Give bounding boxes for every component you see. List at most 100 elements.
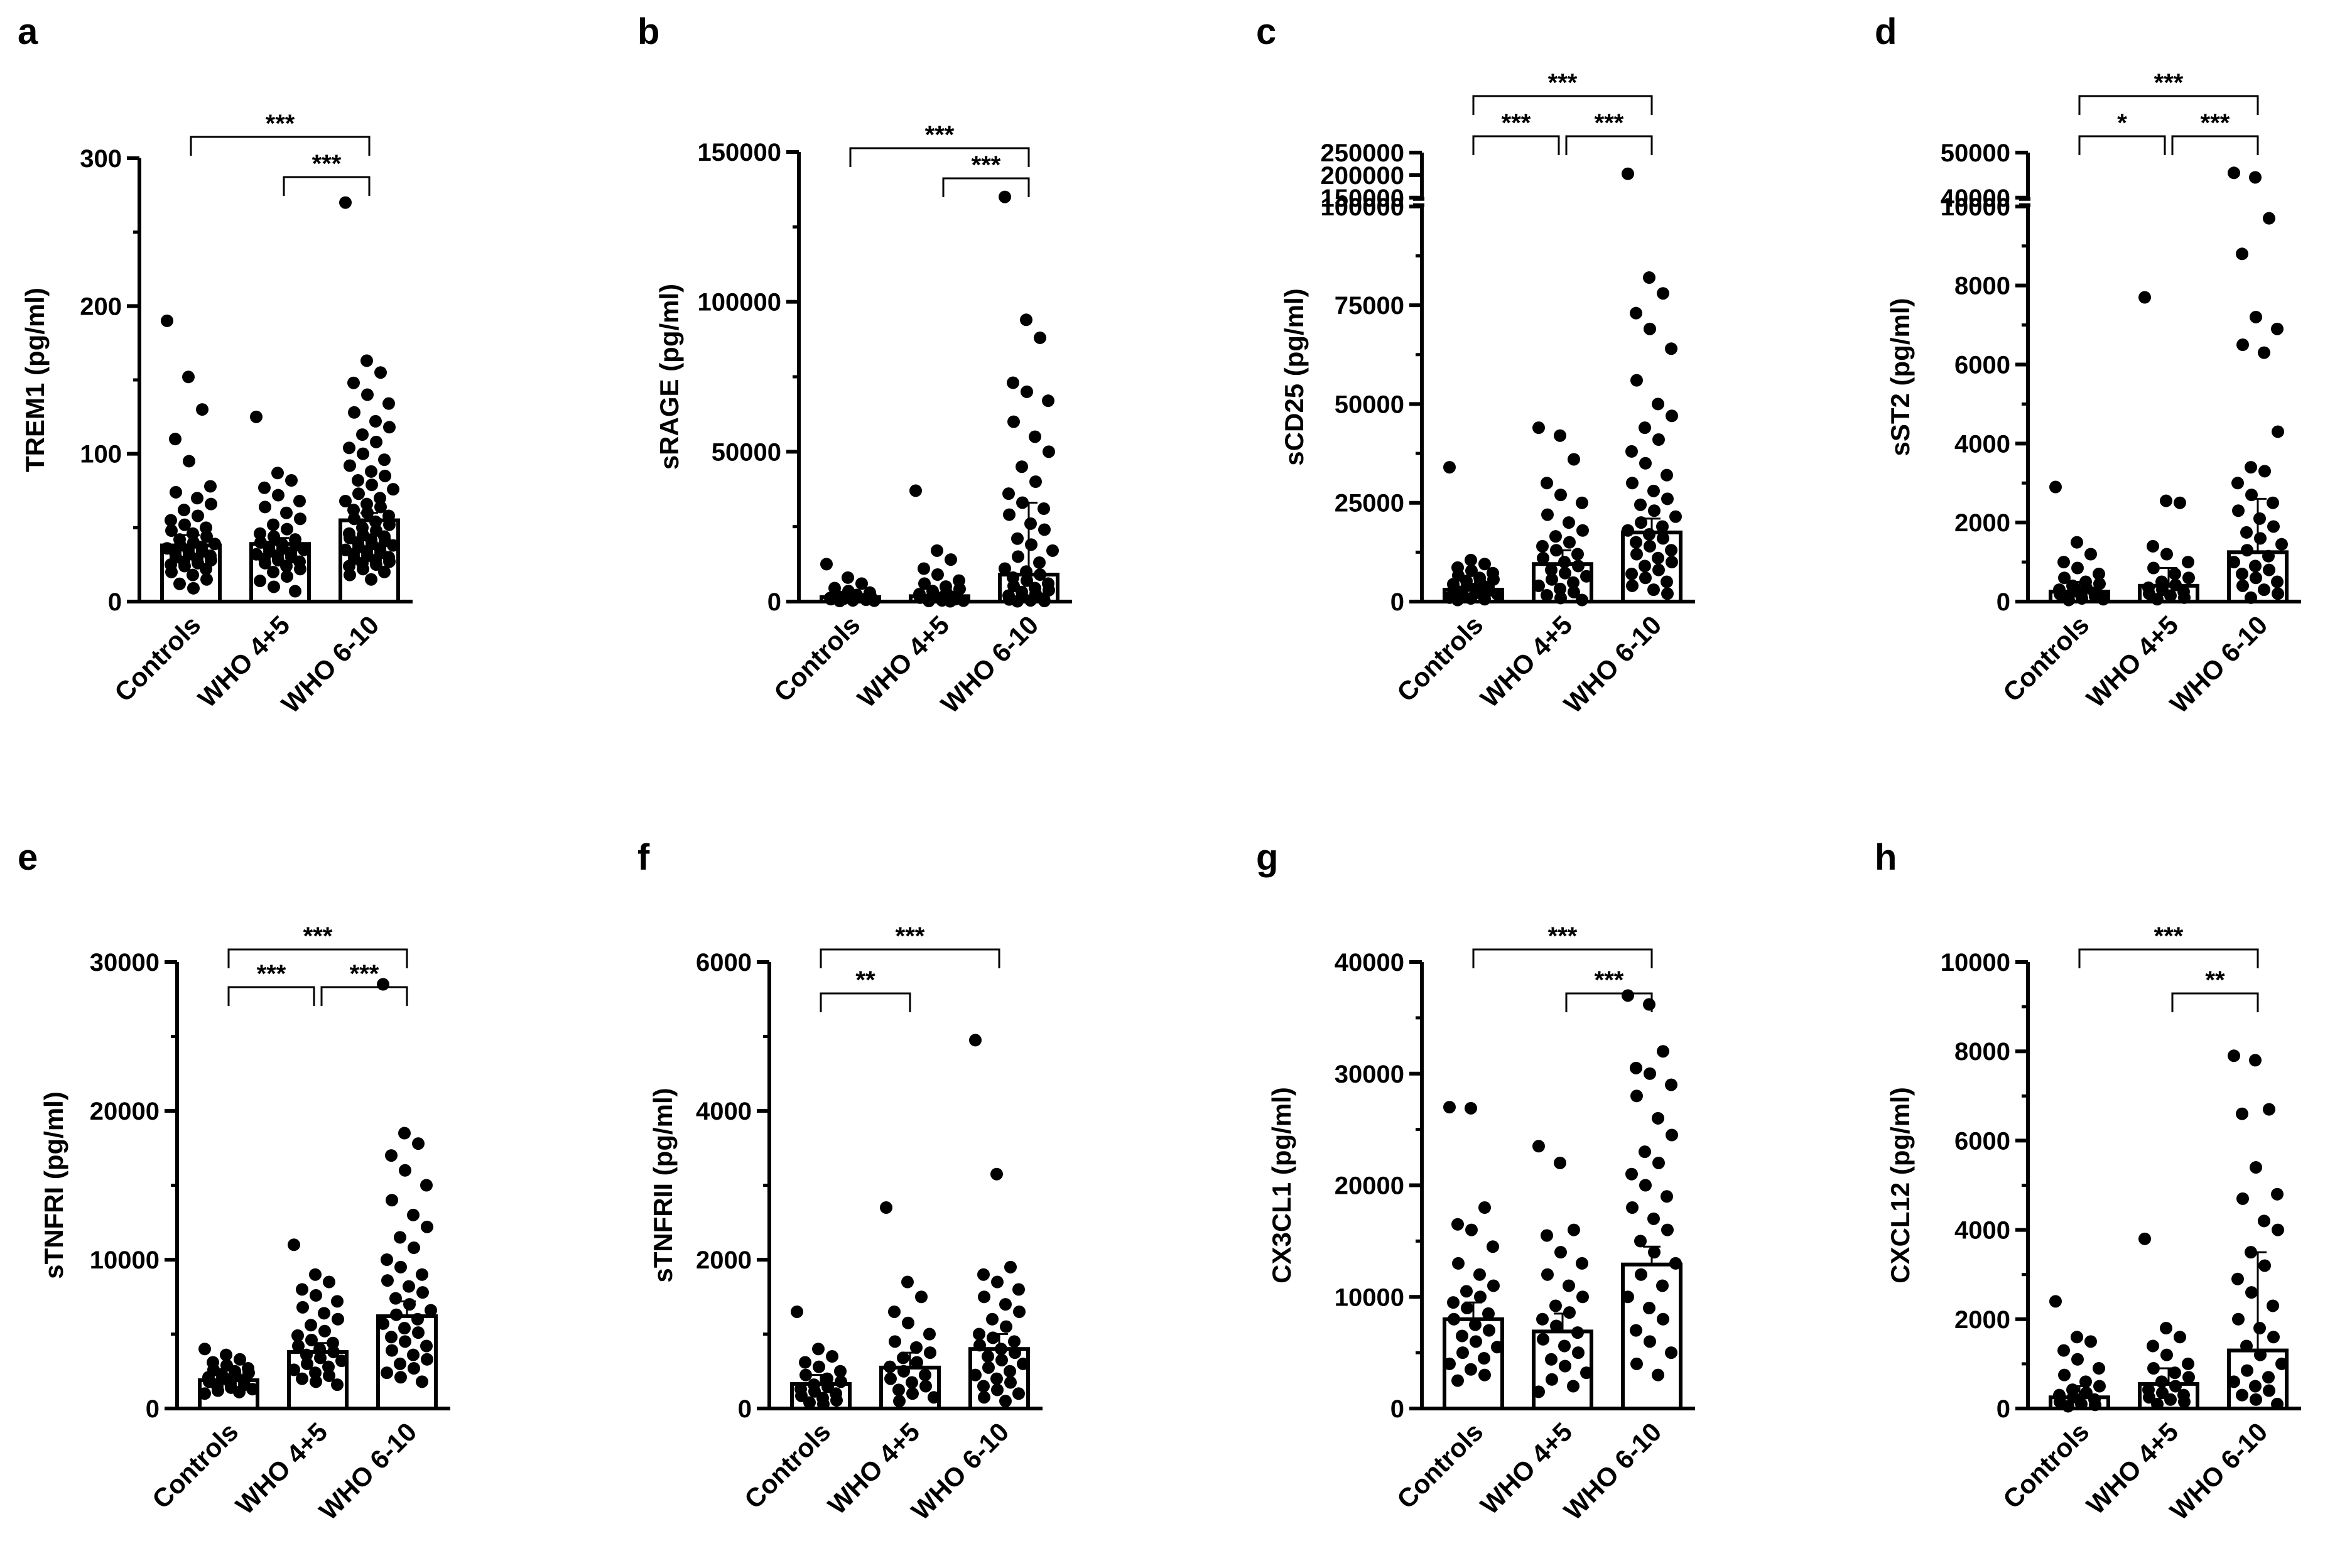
y-tick-label: 10000 (1941, 193, 2010, 221)
data-point (2182, 1357, 2194, 1370)
data-point (2228, 166, 2240, 180)
panel-c: c 0 25000 50000 75000 10000015000020000025000… (1256, 11, 1695, 719)
data-point (2275, 538, 2288, 551)
data-point (1465, 592, 1477, 605)
data-point (826, 1350, 838, 1363)
data-point (1647, 484, 1660, 497)
data-point (1639, 421, 1651, 435)
data-point (1652, 1111, 1664, 1125)
data-point (1669, 510, 1682, 523)
data-point (1625, 1167, 1638, 1181)
data-point (196, 403, 209, 416)
data-point (191, 492, 203, 505)
data-point (1465, 1363, 1477, 1376)
data-point (1630, 374, 1643, 387)
data-point (986, 1312, 999, 1326)
data-point (357, 563, 369, 576)
y-tick-label: 0 (1390, 588, 1404, 616)
significance-bracket (942, 177, 1030, 197)
data-point (1478, 1368, 1491, 1381)
data-point (183, 455, 195, 468)
panel-letter: d (1875, 11, 1897, 52)
significance-bracket (820, 992, 911, 1012)
data-point (1473, 1268, 1486, 1281)
significance-bracket (190, 136, 371, 156)
data-point (1666, 409, 1678, 423)
data-point (361, 506, 374, 519)
data-point (977, 1380, 990, 1393)
data-point (1009, 1346, 1021, 1360)
data-point (1554, 592, 1567, 605)
data-point (339, 494, 352, 507)
data-point (280, 506, 293, 519)
data-point (2093, 1380, 2106, 1393)
data-point (1647, 583, 1660, 597)
data-point (2155, 1375, 2168, 1388)
significance-bracket (320, 986, 408, 1006)
data-point (1536, 1312, 1549, 1326)
data-point (2231, 477, 2244, 490)
data-point (2151, 593, 2164, 606)
data-point (2258, 1214, 2270, 1228)
data-point (383, 518, 396, 531)
data-point (2253, 512, 2266, 525)
data-point (1576, 524, 1589, 537)
data-point (799, 1368, 812, 1381)
data-point (1630, 536, 1642, 549)
data-point (205, 497, 217, 511)
data-point (318, 1324, 331, 1338)
significance-label: ** (855, 966, 875, 994)
data-point (379, 469, 391, 482)
data-point (1033, 556, 1046, 569)
y-tick-label: 75000 (1335, 292, 1404, 320)
data-point (2262, 1371, 2275, 1384)
data-point (1487, 1279, 1500, 1292)
panel-letter: e (18, 837, 38, 878)
data-point (1635, 1268, 1647, 1281)
y-axis-label: CX3CL1 (pg/ml) (1267, 1087, 1296, 1284)
data-point (2071, 561, 2084, 575)
data-point (812, 1343, 825, 1356)
data-point (1012, 550, 1024, 563)
data-point (977, 1268, 990, 1281)
data-point (2258, 346, 2270, 359)
data-point (2138, 291, 2151, 304)
data-point (1038, 523, 1051, 536)
data-point (2160, 494, 2172, 507)
data-point (1661, 492, 1674, 506)
data-point (1665, 1346, 1677, 1360)
data-point (1622, 167, 1634, 180)
data-point (309, 1366, 322, 1380)
data-point (200, 563, 212, 576)
significance-bracket (2171, 135, 2259, 155)
data-point (835, 1375, 847, 1388)
data-point (1025, 538, 1038, 551)
data-point (2240, 1339, 2253, 1353)
data-point (2245, 461, 2257, 474)
data-point (271, 467, 284, 480)
data-point (2093, 567, 2105, 580)
y-tick-label: 4000 (1954, 1217, 2010, 1245)
y-tick-label: 0 (1997, 1395, 2010, 1423)
data-point (187, 581, 200, 595)
data-point (1465, 1223, 1478, 1236)
data-point (1558, 1339, 1571, 1353)
y-tick-label: 10000 (90, 1246, 160, 1274)
data-point (2263, 1384, 2275, 1397)
y-tick-label: 40000 (1941, 185, 2010, 212)
y-tick-label: 6000 (696, 949, 752, 976)
data-point (2169, 1380, 2182, 1393)
data-point (2258, 583, 2270, 597)
data-point (1666, 1128, 1678, 1142)
data-point (332, 1312, 344, 1326)
data-point (2236, 579, 2249, 592)
data-point (1652, 563, 1665, 576)
data-point (1572, 560, 1585, 573)
y-tick-label: 20000 (1335, 1172, 1404, 1200)
data-point (259, 556, 271, 570)
data-point (1563, 1279, 1575, 1292)
data-point (1532, 1140, 1545, 1153)
data-point (383, 555, 396, 568)
y-tick-label: 10000 (1335, 1284, 1404, 1311)
